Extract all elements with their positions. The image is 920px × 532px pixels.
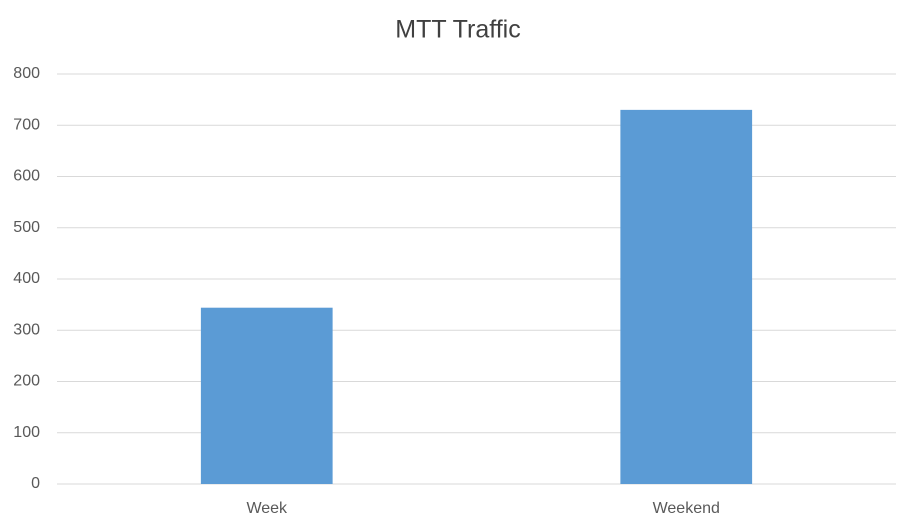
x-tick-label: Week bbox=[246, 500, 288, 517]
y-tick-label: 0 bbox=[31, 475, 40, 492]
x-tick-label: Weekend bbox=[653, 500, 720, 517]
y-tick-label: 600 bbox=[13, 168, 40, 185]
y-tick-label: 700 bbox=[13, 116, 40, 133]
y-tick-label: 500 bbox=[13, 219, 40, 236]
y-tick-label: 100 bbox=[13, 424, 40, 441]
bar bbox=[200, 307, 333, 484]
y-tick-label: 800 bbox=[13, 65, 40, 82]
y-tick-label: 200 bbox=[13, 373, 40, 390]
y-tick-label: 400 bbox=[13, 270, 40, 287]
y-tick-label: 300 bbox=[13, 321, 40, 338]
chart-title: MTT Traffic bbox=[395, 16, 520, 44]
bar bbox=[620, 109, 753, 484]
